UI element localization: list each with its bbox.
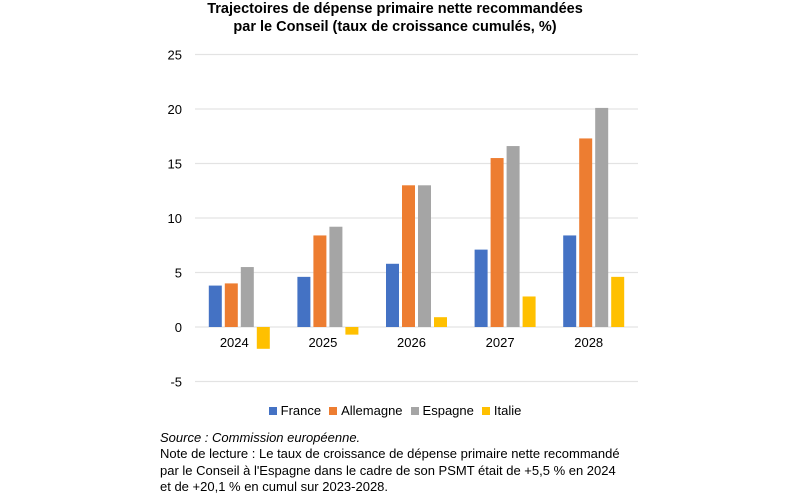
y-tick-label: 5 [175,266,182,281]
reading-note-line-1: Note de lecture : Le taux de croissance … [160,446,620,462]
bar-allemagne-2024 [224,283,238,327]
bar-espagne-2024 [240,267,254,327]
legend-label: Espagne [422,403,474,418]
bar-italie-2028 [611,276,625,327]
bar-italie-2024 [256,327,270,349]
bar-espagne-2025 [329,226,343,327]
y-tick-label: 10 [168,211,182,226]
bar-italie-2026 [434,317,447,327]
notes: Source : Commission européenne. Note de … [160,430,620,495]
legend-item-italie: Italie [481,403,522,418]
y-tick-label: 25 [168,48,182,63]
legend-item-allemagne: Allemagne [329,403,403,418]
bar-espagne-2028 [595,107,609,327]
legend: France Allemagne Espagne Italie [0,403,790,418]
legend-swatch [481,407,490,415]
x-tick-label: 2025 [308,335,337,350]
legend-item-espagne: Espagne [410,403,474,418]
legend-label: Italie [493,403,522,418]
bar-espagne-2027 [506,146,520,327]
bar-allemagne-2025 [313,235,327,327]
x-tick-label: 2026 [397,335,426,350]
bar-allemagne-2027 [490,158,504,327]
bar-espagne-2026 [418,185,431,327]
y-tick-label: 20 [168,102,182,117]
legend-label: France [280,403,322,418]
bar-italie-2025 [345,327,359,335]
legend-label: Allemagne [341,403,403,418]
chart-title: Trajectoires de dépense primaire nette r… [0,0,790,36]
x-tick-label: 2028 [574,335,603,350]
bar-allemagne-2028 [579,138,593,327]
legend-swatch [329,407,338,415]
x-tick-label: 2027 [486,335,515,350]
bar-italie-2027 [522,296,536,327]
reading-note-line-2: par le Conseil à l'Espagne dans le cadre… [160,462,616,478]
bar-france-2026 [386,263,399,327]
y-tick-label: 15 [168,157,182,172]
y-tick-label: 0 [175,320,182,335]
bar-france-2025 [297,276,311,327]
x-tick-label: 2024 [220,335,249,350]
chart-title-line-1: Trajectoires de dépense primaire nette r… [207,1,583,17]
bar-allemagne-2026 [402,185,415,327]
bar-france-2028 [563,235,577,327]
bar-france-2024 [208,285,222,327]
legend-swatch [410,407,419,415]
legend-item-france: France [268,403,322,418]
reading-note-line-3: et de +20,1 % en cumul sur 2023-2028. [160,478,389,494]
chart-title-line-2: par le Conseil (taux de croissance cumul… [233,19,557,35]
bar-france-2027 [474,249,488,327]
legend-swatch [268,407,277,415]
y-tick-label: -5 [170,375,182,390]
source-note: Source : Commission européenne. [160,430,361,445]
